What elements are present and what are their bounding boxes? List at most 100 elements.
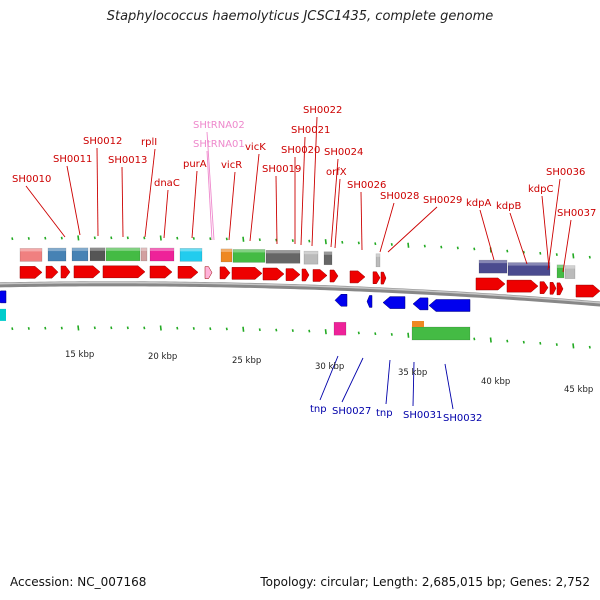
upper-tick xyxy=(126,236,129,240)
lower-tick xyxy=(473,337,476,341)
forward-gene-arrow xyxy=(575,284,600,298)
gene-label-rpli: rplI xyxy=(141,137,157,148)
feature-box xyxy=(507,262,551,276)
leader-line xyxy=(360,191,363,251)
forward-gene-arrow xyxy=(73,265,101,279)
upper-tick xyxy=(390,243,393,246)
feature-box xyxy=(232,249,266,263)
lower-tick xyxy=(192,326,195,330)
lower-tick xyxy=(77,325,80,331)
gene-label-sh0028: SH0028 xyxy=(380,191,419,202)
feature-box xyxy=(411,326,471,341)
ruler-label: 40 kbp xyxy=(481,377,510,387)
feature-box xyxy=(303,250,319,265)
feature-box-shine xyxy=(233,249,265,253)
upper-tick xyxy=(159,235,162,241)
upper-tick xyxy=(341,240,344,244)
gene-label-sh0012: SH0012 xyxy=(83,136,122,147)
lower-tick xyxy=(390,333,393,336)
ruler-label: 35 kbp xyxy=(398,368,427,378)
lower-tick xyxy=(126,326,129,330)
lower-tick xyxy=(209,327,212,331)
feature-box-shine xyxy=(557,264,564,268)
feature-box-shine xyxy=(266,250,300,254)
leader-line xyxy=(66,165,81,236)
gene-label-shtrna01: SHtRNA01 xyxy=(193,139,245,150)
gene-label-sh0022: SH0022 xyxy=(303,105,342,116)
feature-box xyxy=(564,265,576,279)
leader-line xyxy=(385,359,391,405)
leader-line xyxy=(121,166,124,238)
lower-tick xyxy=(143,326,146,330)
feature-box-shine xyxy=(72,247,88,251)
upper-tick xyxy=(440,245,443,249)
upper-tick xyxy=(572,253,575,259)
upper-tick xyxy=(456,246,459,250)
upper-tick xyxy=(209,237,212,241)
upper-tick xyxy=(192,236,195,240)
lower-tick xyxy=(258,328,261,332)
feature-box xyxy=(149,247,175,262)
gene-label-sh0029: SH0029 xyxy=(423,195,462,206)
upper-tick xyxy=(506,249,509,253)
forward-gene-arrow xyxy=(19,266,43,279)
feature-box xyxy=(556,264,565,279)
gene-label-sh0031: SH0031 xyxy=(403,410,442,421)
upper-tick xyxy=(291,239,294,243)
feature-box xyxy=(105,247,141,262)
lower-tick xyxy=(159,325,162,331)
feature-box-shine xyxy=(304,251,318,255)
leader-line xyxy=(444,363,454,410)
lower-tick xyxy=(572,343,575,349)
reverse-feature-box xyxy=(0,308,6,321)
feature-box-shine xyxy=(141,247,147,251)
lower-tick xyxy=(93,326,96,330)
gene-label-sh0027: SH0027 xyxy=(332,406,371,417)
backbone-highlight xyxy=(0,281,600,304)
lower-tick xyxy=(44,326,47,330)
forward-gene-arrow xyxy=(312,269,328,282)
forward-gene-arrow xyxy=(549,282,557,295)
gene-label-sh0032: SH0032 xyxy=(443,413,482,424)
gene-label-shtrna02: SHtRNA02 xyxy=(193,120,245,131)
reverse-gene-arrow xyxy=(0,290,7,304)
genome-backbone xyxy=(0,279,600,309)
feature-box xyxy=(375,253,381,268)
lower-tick xyxy=(275,328,278,332)
upper-tick xyxy=(473,247,476,251)
upper-tick xyxy=(324,239,327,245)
gene-label-sh0026: SH0026 xyxy=(347,180,386,191)
feature-box-shine xyxy=(324,251,332,255)
reverse-gene-arrow xyxy=(366,295,373,308)
ruler-label: 20 kbp xyxy=(148,352,177,362)
leader-line xyxy=(144,148,156,238)
leader-line xyxy=(379,202,395,253)
upper-tick xyxy=(423,244,426,248)
feature-box xyxy=(220,248,233,263)
upper-tick xyxy=(143,236,146,240)
tick-marks xyxy=(11,235,591,349)
gene-label-pura: purA xyxy=(183,159,207,170)
feature-box-shine xyxy=(150,248,174,252)
forward-gene-arrow xyxy=(506,279,539,293)
leader-line xyxy=(96,147,99,237)
feature-box-shine xyxy=(508,262,550,266)
lower-tick xyxy=(588,345,591,349)
leader-line xyxy=(541,195,550,269)
gene-label-sh0013: SH0013 xyxy=(108,155,147,166)
kbp-ruler: 15 kbp 20 kbp 25 kbp 30 kbp 35 kbp 40 kbp 45 k… xyxy=(65,350,593,395)
leader-line xyxy=(547,178,561,271)
forward-gene-arrow xyxy=(556,282,564,296)
forward-gene-arrow xyxy=(329,269,339,283)
reverse-gene-arrow xyxy=(428,299,471,312)
lower-tick xyxy=(176,326,179,330)
leader-line xyxy=(25,185,66,238)
gene-label-orfx: orfX xyxy=(326,167,347,178)
lower-tick xyxy=(374,332,377,336)
backbone-line xyxy=(0,281,600,307)
upper-tick xyxy=(374,242,377,246)
upper-tick xyxy=(308,239,311,243)
upper-tick xyxy=(110,236,113,240)
feature-box-shine xyxy=(376,253,380,257)
